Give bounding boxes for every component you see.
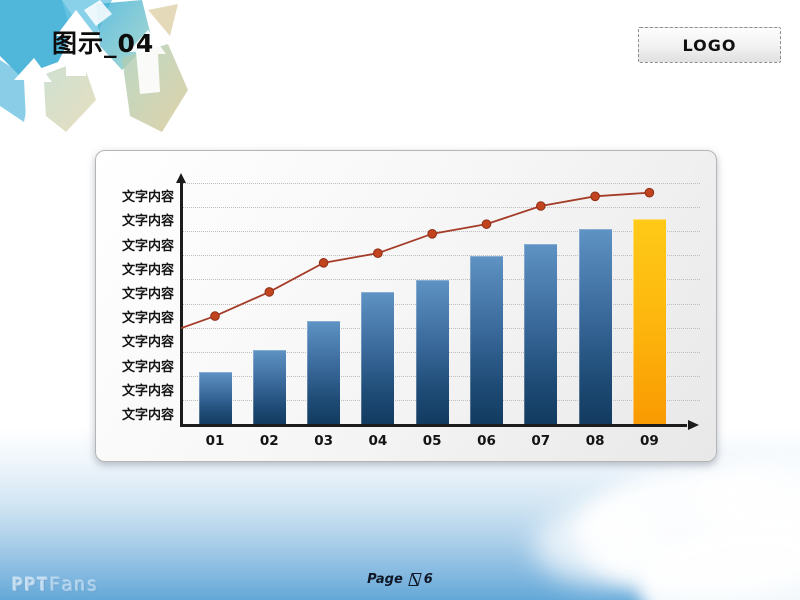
- bar-07: [524, 243, 558, 425]
- data-point-marker: [481, 219, 492, 229]
- chart-panel: 文字内容 文字内容 文字内容 文字内容 文字内容 文字内容 文字内容 文字内容 文字内容 文字内容…: [95, 150, 717, 462]
- y-axis-label: 文字内容: [121, 407, 174, 423]
- y-axis-label: 文字内容: [121, 238, 174, 254]
- bar-08: [578, 228, 612, 425]
- y-axis-label: 文字内容: [121, 190, 174, 206]
- page-title: 图示_04: [52, 29, 155, 58]
- x-axis-label: 05: [422, 433, 442, 449]
- y-axis-arrow: [175, 173, 186, 183]
- gridline: [182, 206, 700, 208]
- bar-02: [252, 349, 286, 425]
- data-point-marker: [318, 258, 329, 268]
- page-number: 6: [423, 572, 433, 587]
- watercolor-decoration: [0, 0, 188, 132]
- y-axis-label: 文字内容: [121, 286, 174, 302]
- watermark-fans: Fans: [49, 574, 100, 596]
- x-axis-label: 02: [259, 433, 279, 449]
- logo-label: LOGO: [682, 35, 737, 55]
- x-axis-label: 03: [314, 433, 333, 449]
- gridline: [182, 230, 700, 232]
- gridline: [182, 255, 700, 257]
- x-axis-label: 04: [368, 433, 388, 449]
- logo-box[interactable]: LOGO: [638, 27, 781, 63]
- x-axis: [179, 423, 687, 427]
- data-point-marker: [644, 187, 655, 198]
- bar-03: [307, 320, 341, 425]
- x-axis-label: 01: [205, 433, 225, 449]
- bar-06: [470, 255, 503, 425]
- x-axis-label: 08: [585, 433, 605, 449]
- y-axis-label: 文字内容: [121, 214, 174, 230]
- y-axis-label: 文字内容: [121, 311, 174, 327]
- x-axis-label: 07: [531, 433, 551, 449]
- missing-glyph-box: [408, 573, 422, 586]
- x-axis-label: 09: [639, 433, 659, 449]
- data-point-marker: [210, 311, 220, 321]
- y-axis-label: 文字内容: [121, 383, 174, 399]
- trend-line: [180, 187, 655, 330]
- watermark-ppt: PPT: [12, 574, 50, 596]
- y-axis: [179, 183, 183, 427]
- y-axis-label: 文字内容: [121, 359, 174, 375]
- page-word: Page: [367, 572, 403, 587]
- x-axis-label: 06: [477, 433, 496, 449]
- pptfans-watermark: PPTFans: [12, 574, 99, 596]
- data-point-marker: [264, 287, 275, 297]
- bar-01: [198, 371, 232, 425]
- x-axis-arrow: [688, 419, 699, 430]
- bar-09: [632, 219, 666, 425]
- bar-04: [361, 291, 395, 425]
- chart-plot-area: 文字内容 文字内容 文字内容 文字内容 文字内容 文字内容 文字内容 文字内容 文字内容 文字内容…: [96, 151, 716, 461]
- y-axis-label: 文字内容: [121, 335, 174, 351]
- page-footer: Page 6: [0, 572, 800, 587]
- data-point-marker: [373, 248, 383, 258]
- bar-05: [415, 279, 449, 425]
- data-point-marker: [590, 191, 600, 202]
- y-axis-label: 文字内容: [121, 262, 174, 278]
- gridline: [182, 182, 700, 184]
